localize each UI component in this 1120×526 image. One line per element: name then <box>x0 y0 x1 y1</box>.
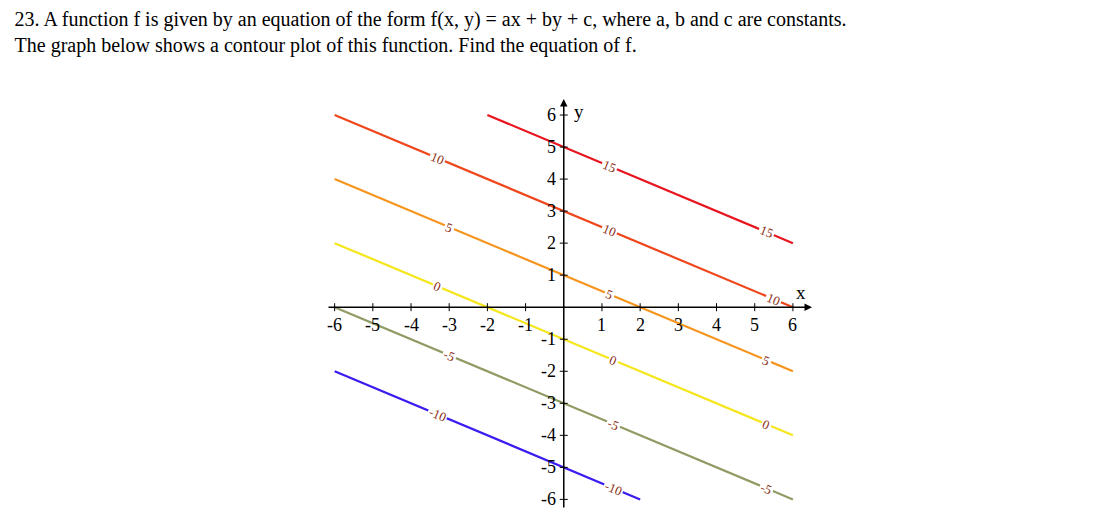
svg-text:6: 6 <box>547 105 556 125</box>
svg-text:23. A function f is given by a: 23. A function f is given by an equation… <box>15 8 847 57</box>
svg-text:5: 5 <box>750 315 759 335</box>
svg-text:4: 4 <box>712 315 721 335</box>
svg-text:2: 2 <box>547 233 556 253</box>
svg-text:3: 3 <box>547 201 556 221</box>
svg-text:-5: -5 <box>541 457 556 477</box>
svg-text:0: 0 <box>607 352 619 368</box>
svg-text:5: 5 <box>547 137 556 157</box>
svg-text:-2: -2 <box>480 315 495 335</box>
svg-text:-2: -2 <box>541 361 556 381</box>
svg-text:15: 15 <box>758 222 776 241</box>
svg-text:-6: -6 <box>541 489 556 509</box>
svg-text:-5: -5 <box>758 480 774 498</box>
svg-text:y: y <box>574 101 584 122</box>
svg-text:1: 1 <box>597 315 606 335</box>
svg-text:10: 10 <box>429 149 447 168</box>
svg-text:-4: -4 <box>404 315 419 335</box>
svg-text:4: 4 <box>547 169 556 189</box>
svg-text:15: 15 <box>601 157 619 176</box>
svg-text:0: 0 <box>431 278 443 294</box>
svg-text:-5: -5 <box>365 315 380 335</box>
svg-text:-1: -1 <box>518 315 533 335</box>
svg-text:2: 2 <box>636 315 645 335</box>
svg-text:10: 10 <box>601 221 619 240</box>
svg-text:5: 5 <box>760 352 772 368</box>
svg-text:1: 1 <box>547 265 556 285</box>
svg-text:x: x <box>796 282 806 303</box>
svg-text:-3: -3 <box>442 315 457 335</box>
svg-text:5: 5 <box>603 286 615 302</box>
svg-text:3: 3 <box>674 315 683 335</box>
svg-text:-6: -6 <box>327 315 342 335</box>
svg-text:-10: -10 <box>427 404 449 425</box>
svg-text:-10: -10 <box>603 478 625 499</box>
svg-text:5: 5 <box>443 219 455 235</box>
svg-text:-1: -1 <box>541 329 556 349</box>
svg-text:-5: -5 <box>605 415 621 433</box>
svg-text:-3: -3 <box>541 393 556 413</box>
svg-text:0: 0 <box>760 416 772 432</box>
svg-text:6: 6 <box>788 315 797 335</box>
svg-text:10: 10 <box>765 290 783 309</box>
svg-text:-5: -5 <box>441 347 457 365</box>
svg-text:-4: -4 <box>541 425 556 445</box>
